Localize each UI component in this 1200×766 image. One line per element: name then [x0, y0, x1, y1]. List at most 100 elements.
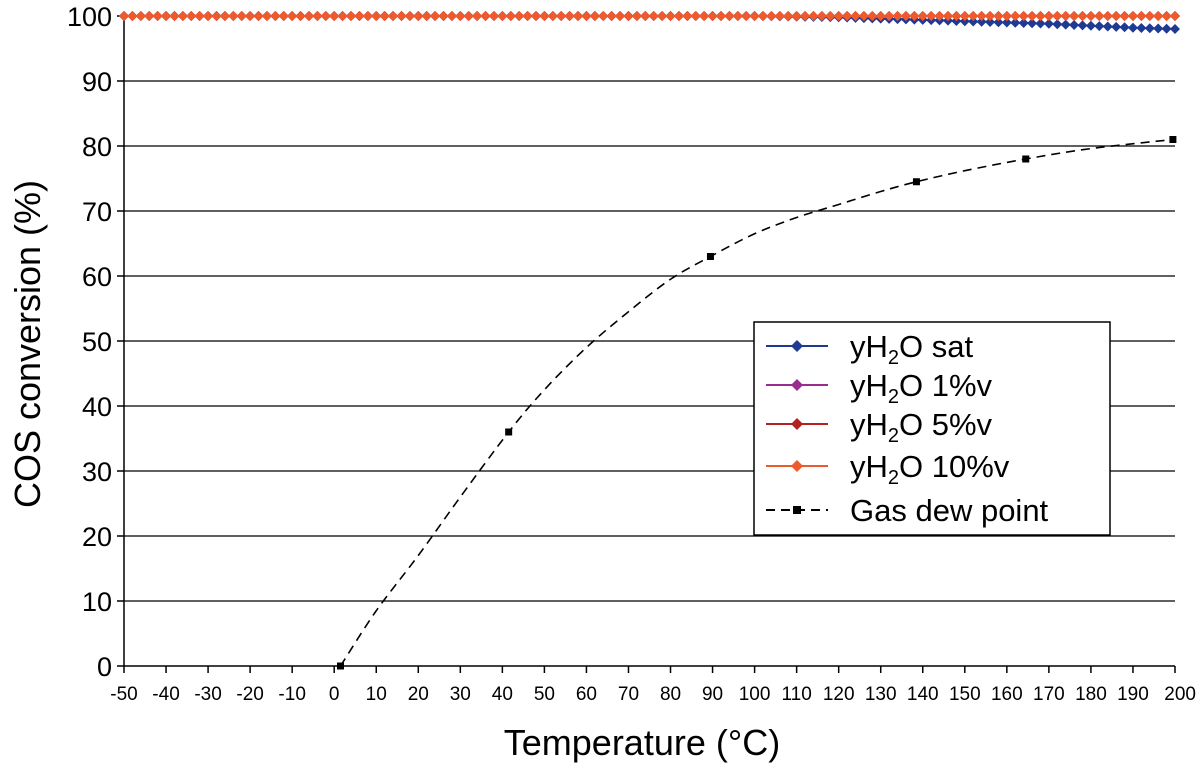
series-0-point-110	[1043, 18, 1054, 29]
series-0-point-112	[1060, 19, 1071, 30]
series-4-point-5	[1169, 136, 1177, 143]
x-tick-labels: -50 -40 -30 -20 -10 0 10 20 30 40 50 60 70 80 90 100 110…	[110, 684, 1196, 705]
y-tick-label-10: 100	[67, 2, 112, 32]
series-4-point-1	[505, 428, 513, 436]
series-3-point-23	[312, 11, 323, 21]
series-3-point-44	[488, 11, 499, 21]
series-3-point-85	[833, 11, 844, 21]
series-3-point-118	[1111, 11, 1122, 21]
series-3-point-14	[236, 11, 247, 21]
series-3-point-110	[1043, 11, 1054, 21]
series-3-point-93	[900, 11, 911, 21]
series-3-point-48	[522, 11, 533, 21]
series-3-point-11	[211, 11, 222, 21]
series-3-point-26	[337, 11, 348, 21]
series-3-point-123	[1153, 11, 1164, 21]
x-tick-label-0: -50	[110, 684, 137, 705]
series-3-point-89	[867, 11, 878, 21]
series-3-point-19	[278, 11, 289, 21]
series-0-point-116	[1094, 21, 1105, 32]
y-tick-label-2: 20	[82, 522, 112, 552]
series-3-point-79	[783, 11, 794, 21]
series-3-point-102	[976, 11, 987, 21]
series-3-point-99	[951, 11, 962, 21]
series-3-point-113	[1069, 11, 1080, 21]
series-3-point-42	[472, 11, 483, 21]
series-3-point-4	[152, 11, 163, 21]
legend-label-1: yH2O 1%v	[850, 368, 993, 408]
series-3-point-36	[421, 11, 432, 21]
series-3-point-52	[556, 11, 567, 21]
series-3-point-64	[657, 11, 668, 21]
series-3-point-21	[295, 11, 306, 21]
x-tick-label-8: 30	[450, 684, 471, 705]
y-tick-label-3: 30	[82, 457, 112, 487]
series-3-point-115	[1085, 11, 1096, 21]
x-tick-label-3: -20	[236, 684, 263, 705]
x-tick-label-22: 170	[1033, 684, 1065, 705]
series-3-point-114	[1077, 11, 1088, 21]
x-tick-label-2: -30	[194, 684, 221, 705]
series-3-point-87	[850, 11, 861, 21]
series-3-point-34	[404, 11, 415, 21]
series-3-point-40	[455, 11, 466, 21]
series-3-point-72	[724, 11, 735, 21]
series-3-point-74	[741, 11, 752, 21]
series-3-point-124	[1161, 11, 1172, 21]
x-tick-label-7: 20	[408, 684, 429, 705]
series-0-point-114	[1077, 20, 1088, 31]
series-3-point-121	[1136, 11, 1147, 21]
series-0-point-105	[1001, 17, 1012, 28]
legend-marker-3	[791, 460, 803, 472]
series-3-point-13	[228, 11, 239, 21]
series-3	[119, 11, 1180, 21]
series-3-point-46	[505, 11, 516, 21]
y-tick-label-8: 80	[82, 132, 112, 162]
series-3-point-18	[270, 11, 281, 21]
y-tick-label-9: 90	[82, 67, 112, 97]
series-3-point-8	[186, 11, 197, 21]
series-0-point-122	[1144, 23, 1155, 34]
series-0-point-102	[976, 16, 987, 27]
legend-label-3: yH2O 10%v	[850, 449, 1010, 489]
series-4-point-4	[1022, 155, 1030, 163]
series-0-point-111	[1052, 19, 1063, 30]
x-tick-label-18: 130	[865, 684, 897, 705]
series-3-point-66	[673, 11, 684, 21]
series-3-point-45	[497, 11, 508, 21]
series-0-point-123	[1153, 23, 1164, 34]
legend-marker-4	[793, 506, 801, 514]
series-3-point-1	[127, 11, 138, 21]
series-3-point-101	[968, 11, 979, 21]
series-3-point-25	[329, 11, 340, 21]
series-0-point-106	[1010, 17, 1021, 28]
series-3-point-77	[766, 11, 777, 21]
series-3-point-80	[791, 11, 802, 21]
series-3-point-104	[993, 11, 1004, 21]
series-3-point-30	[371, 11, 382, 21]
series-3-point-90	[875, 11, 886, 21]
series-3-point-38	[438, 11, 449, 21]
y-tick-label-0: 0	[97, 652, 112, 682]
series-3-point-97	[934, 11, 945, 21]
series-3-point-37	[430, 11, 441, 21]
series-3-point-20	[287, 11, 298, 21]
series-3-point-68	[690, 11, 701, 21]
series-3-point-27	[346, 11, 357, 21]
x-tick-label-1: -40	[152, 684, 179, 705]
series-3-point-7	[177, 11, 188, 21]
series-0-point-119	[1119, 22, 1130, 33]
series-3-point-55	[581, 11, 592, 21]
series-3-point-106	[1010, 11, 1021, 21]
series-3-point-22	[303, 11, 314, 21]
legend-marker-2	[791, 418, 803, 430]
series-0-point-115	[1085, 20, 1096, 31]
series-3-point-49	[530, 11, 541, 21]
series-0-point-109	[1035, 18, 1046, 29]
series-0-point-121	[1136, 22, 1147, 33]
x-tick-label-17: 120	[823, 684, 855, 705]
legend-marker-0	[791, 340, 803, 352]
series-3-point-28	[354, 11, 365, 21]
series-3-point-73	[732, 11, 743, 21]
y-tick-labels: 0 10 20 30 40 50 60 70 80 90 100	[67, 2, 112, 682]
